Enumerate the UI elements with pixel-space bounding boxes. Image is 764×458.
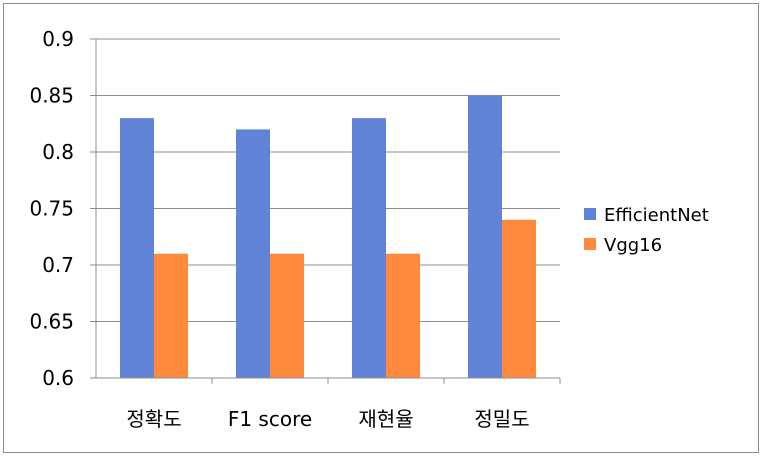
x-category-label: 정밀도 [474, 407, 529, 431]
bar-vgg16-2 [386, 253, 420, 378]
y-tick-label: 0.85 [29, 84, 74, 108]
bar-vgg16-1 [270, 253, 304, 378]
y-tick-labels: 0.6 0.65 0.7 0.75 0.8 0.85 0.9 [29, 27, 74, 390]
legend-swatch-efficientnet [584, 208, 596, 220]
bar-vgg16-3 [502, 219, 536, 378]
x-category-labels: 정확도 F1 score 재현율 정밀도 [126, 407, 529, 431]
x-category-label: 정확도 [126, 407, 181, 431]
bar-efficientnet-1 [236, 129, 270, 378]
bar-efficientnet-3 [468, 95, 502, 378]
y-tick-label: 0.65 [29, 310, 74, 334]
y-tick-label: 0.9 [42, 27, 74, 51]
bar-vgg16-0 [154, 253, 188, 378]
bar-efficientnet-0 [120, 118, 154, 378]
legend-label-efficientnet: EfficientNet [604, 205, 709, 226]
x-category-label: 재현율 [358, 407, 413, 431]
bars [120, 95, 536, 378]
y-tick-label: 0.6 [42, 366, 74, 390]
bar-efficientnet-2 [352, 118, 386, 378]
axes [95, 39, 560, 379]
legend-swatch-vgg16 [584, 238, 596, 250]
y-tick-label: 0.7 [42, 253, 74, 277]
legend-label-vgg16: Vgg16 [604, 235, 662, 256]
y-tick-label: 0.75 [29, 197, 74, 221]
y-tick-label: 0.8 [42, 140, 74, 164]
legend: EfficientNet Vgg16 [584, 205, 709, 256]
x-category-label: F1 score [228, 407, 312, 431]
